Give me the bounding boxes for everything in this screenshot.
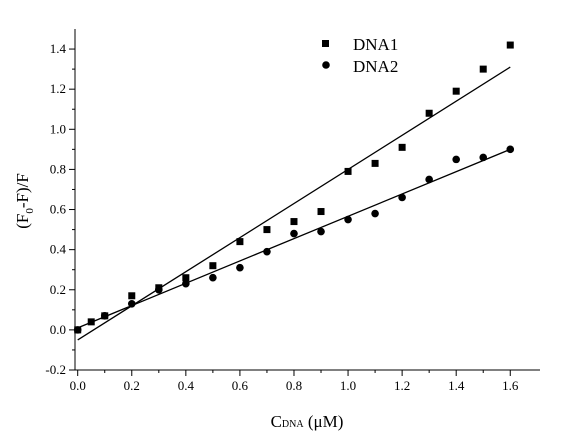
- y-tick-label: 1.4: [50, 41, 67, 56]
- point-dna1: [479, 65, 487, 73]
- y-tick-label: 0.8: [50, 161, 66, 176]
- x-tick-label: 0.6: [232, 378, 249, 393]
- point-dna1: [182, 274, 190, 282]
- x-tick-label: 1.2: [394, 378, 410, 393]
- point-dna2: [127, 300, 136, 308]
- x-tick-label: 1.0: [340, 378, 356, 393]
- point-dna2: [155, 285, 163, 294]
- point-dna2: [425, 175, 433, 184]
- x-tick-label: 0.8: [286, 378, 302, 393]
- point-dna1: [452, 87, 460, 95]
- y-axis-title: (F0-F)/F: [13, 173, 36, 229]
- x-tick-label: 1.4: [448, 378, 465, 393]
- data-points: [73, 41, 515, 334]
- legend-label-dna1: DNA1: [353, 35, 398, 54]
- point-dna2: [100, 312, 109, 320]
- x-tick-label: 0.0: [70, 378, 86, 393]
- y-tick-label: 0.4: [50, 242, 67, 257]
- legend: DNA1 DNA2: [322, 35, 398, 76]
- axes: 0.0 0.2 0.4 0.6 0.8 1.0 1.2 1.4 1.6 -0.2 0.0 0.2 0.4…: [45, 29, 540, 393]
- fit-lines: [77, 66, 511, 341]
- point-dna2: [290, 229, 298, 238]
- point-dna2: [506, 145, 515, 154]
- point-dna1: [87, 318, 95, 326]
- x-tick-label: 0.4: [178, 378, 195, 393]
- legend-marker-dna1: [322, 40, 329, 47]
- y-tick-label: 0.0: [50, 322, 66, 337]
- y-tick-label: 1.2: [50, 81, 66, 96]
- point-dna1: [209, 262, 217, 270]
- x-tick-label: 0.2: [124, 378, 140, 393]
- point-dna1: [128, 292, 136, 300]
- x-axis-title: CDNA (μM): [271, 412, 344, 431]
- point-dna2: [371, 209, 379, 218]
- point-dna2: [263, 247, 271, 256]
- point-dna2: [344, 215, 352, 224]
- point-dna1: [344, 167, 352, 175]
- fit-line-dna1: [77, 66, 511, 341]
- point-dna2: [479, 153, 488, 162]
- point-dna1: [398, 143, 406, 151]
- point-dna2: [236, 263, 244, 272]
- point-dna2: [317, 227, 325, 236]
- y-tick-label: 0.6: [50, 202, 67, 217]
- point-dna1: [317, 208, 325, 216]
- point-dna1: [506, 41, 514, 49]
- point-dna2: [73, 326, 82, 334]
- legend-label-dna2: DNA2: [353, 57, 398, 76]
- point-dna1: [236, 238, 244, 246]
- x-tick-label: 1.6: [502, 378, 519, 393]
- point-dna2: [182, 279, 190, 288]
- point-dna1: [263, 226, 271, 234]
- point-dna1: [371, 159, 379, 167]
- y-tick-label: 0.2: [50, 282, 66, 297]
- y-tick-label: 1.0: [50, 121, 66, 136]
- point-dna2: [398, 193, 406, 202]
- legend-marker-dna2: [322, 61, 330, 69]
- point-dna1: [425, 109, 433, 117]
- point-dna1: [290, 218, 298, 226]
- y-tick-label: -0.2: [45, 362, 66, 377]
- point-dna2: [209, 273, 217, 282]
- point-dna2: [452, 155, 460, 164]
- fit-line-dna2: [77, 148, 511, 329]
